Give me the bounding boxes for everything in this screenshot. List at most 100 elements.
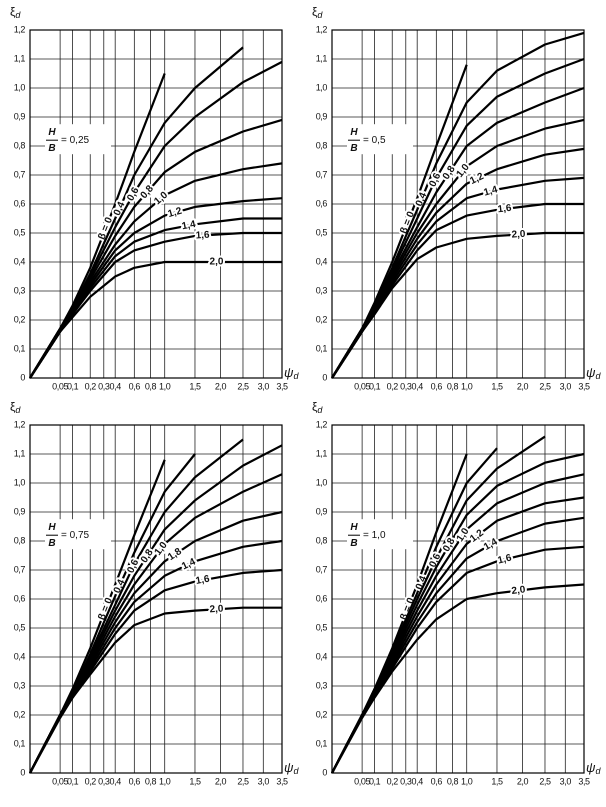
curve [29,260,282,379]
x-tick-label: 0,6 [431,381,443,391]
annotation-denominator: B [48,143,55,154]
y-tick-label: 1,1 [316,448,328,458]
y-tick-label: 0,7 [316,169,328,179]
x-tick-label: 2,5 [539,381,551,391]
panel: 00,10,20,30,40,50,60,70,80,91,01,11,20,0… [312,400,601,786]
y-axis-symbol: ξ [312,400,318,414]
annotation-bg [45,124,111,155]
x-tick-label: 3,0 [560,776,572,786]
x-tick-label: 0,1 [67,776,79,786]
y-tick-label: 1,2 [316,419,328,429]
y-tick-label: 0,2 [14,709,26,719]
y-tick-label: 1,1 [14,53,26,63]
annotation-numerator: H [48,127,56,138]
y-tick-label: 0,7 [316,564,328,574]
x-tick-label: 0,6 [129,381,141,391]
y-tick-label: 0,3 [316,680,328,690]
y-tick-label: 0,4 [316,651,328,661]
curve-label: 1,6 [195,230,210,242]
plot-frame [29,424,283,774]
y-tick-label: 0,8 [316,140,328,150]
x-axis-symbol: ψ [586,760,596,775]
x-tick-label: 3,0 [560,381,572,391]
x-axis-label: ψd [586,365,601,381]
x-axis-label: ψd [284,365,299,381]
x-tick-label: 0,05 [354,776,370,786]
y-tick-label: 0,9 [316,506,328,516]
x-tick-label: 1,5 [189,381,201,391]
x-tick-label: 0,4 [110,776,122,786]
x-tick-label: 0,05 [354,381,370,391]
y-tick-label: 0,7 [14,564,26,574]
x-tick-label: 0,2 [85,381,97,391]
annotation-bg [45,519,111,550]
x-tick-label: 3,0 [258,776,270,786]
y-axis-symbol: ξ [10,5,16,19]
x-tick-label: 0,3 [400,381,412,391]
y-tick-label: 0,4 [316,256,328,266]
x-tick-label: 3,5 [276,776,288,786]
y-axis-subscript: d [15,10,21,20]
curve-label: 2,0 [209,604,224,616]
curve [29,568,283,774]
curve [29,217,282,379]
x-tick-label: 0,1 [67,381,79,391]
y-tick-label: 0,6 [14,593,26,603]
y-tick-label: 0,8 [14,140,26,150]
y-tick-label: 0,5 [14,622,26,632]
x-axis-subscript: d [595,371,601,381]
x-tick-label: 0,2 [85,776,97,786]
curve-label: 1,2 [167,205,184,220]
y-tick-label: 0,2 [316,709,328,719]
panel: 00,10,20,30,40,50,60,70,80,91,01,11,20,0… [10,5,299,391]
x-axis-subscript: d [595,766,601,776]
plot-frame [331,424,585,774]
curve [331,176,585,379]
curve [29,444,283,774]
x-axis-label: ψd [586,760,601,776]
x-tick-label: 3,5 [578,776,590,786]
x-tick-label: 0,2 [387,776,399,786]
x-axis-symbol: ψ [284,365,294,380]
curve-label: 2,0 [210,257,224,268]
y-tick-label: 0,2 [316,314,328,324]
annotation-numerator: H [350,522,358,533]
annotation-denominator: B [350,538,357,549]
annotation-numerator: H [48,522,56,533]
y-tick-label: 0 [322,372,327,382]
x-tick-label: 1,0 [461,381,473,391]
y-tick-label: 0,8 [316,535,328,545]
y-tick-label: 1,1 [14,448,26,458]
y-tick-label: 0,6 [14,198,26,208]
y-tick-label: 0,2 [14,314,26,324]
annotation-numerator: H [350,127,358,138]
x-tick-label: 2,5 [237,381,249,391]
y-tick-label: 1,0 [316,82,328,92]
x-tick-label: 2,0 [517,381,529,391]
y-tick-label: 0,5 [316,622,328,632]
y-tick-label: 0,9 [316,111,328,121]
curve [29,162,283,379]
y-axis-symbol: ξ [10,400,16,414]
curve-label: 2,0 [511,229,526,241]
y-tick-label: 1,2 [316,24,328,34]
curve-label: 2,0 [511,584,527,597]
annotation-value: = 0,25 [61,135,90,146]
y-tick-label: 0,1 [14,738,26,748]
curve [29,197,283,379]
x-axis-subscript: d [293,371,299,381]
x-tick-label: 0,8 [447,776,459,786]
x-tick-label: 0,3 [98,381,110,391]
curve-label: 1,8 [166,546,184,563]
y-tick-label: 0 [322,767,327,777]
curve-label: 1,6 [195,574,211,587]
y-axis-subscript: d [317,405,323,415]
y-axis-label: ξd [10,5,21,20]
x-tick-label: 0,4 [110,381,122,391]
y-tick-label: 0,6 [316,593,328,603]
x-tick-label: 1,5 [491,776,503,786]
y-tick-label: 0,9 [14,111,26,121]
y-tick-label: 0,3 [14,680,26,690]
plot-frame [29,29,283,379]
y-tick-label: 0,6 [316,198,328,208]
